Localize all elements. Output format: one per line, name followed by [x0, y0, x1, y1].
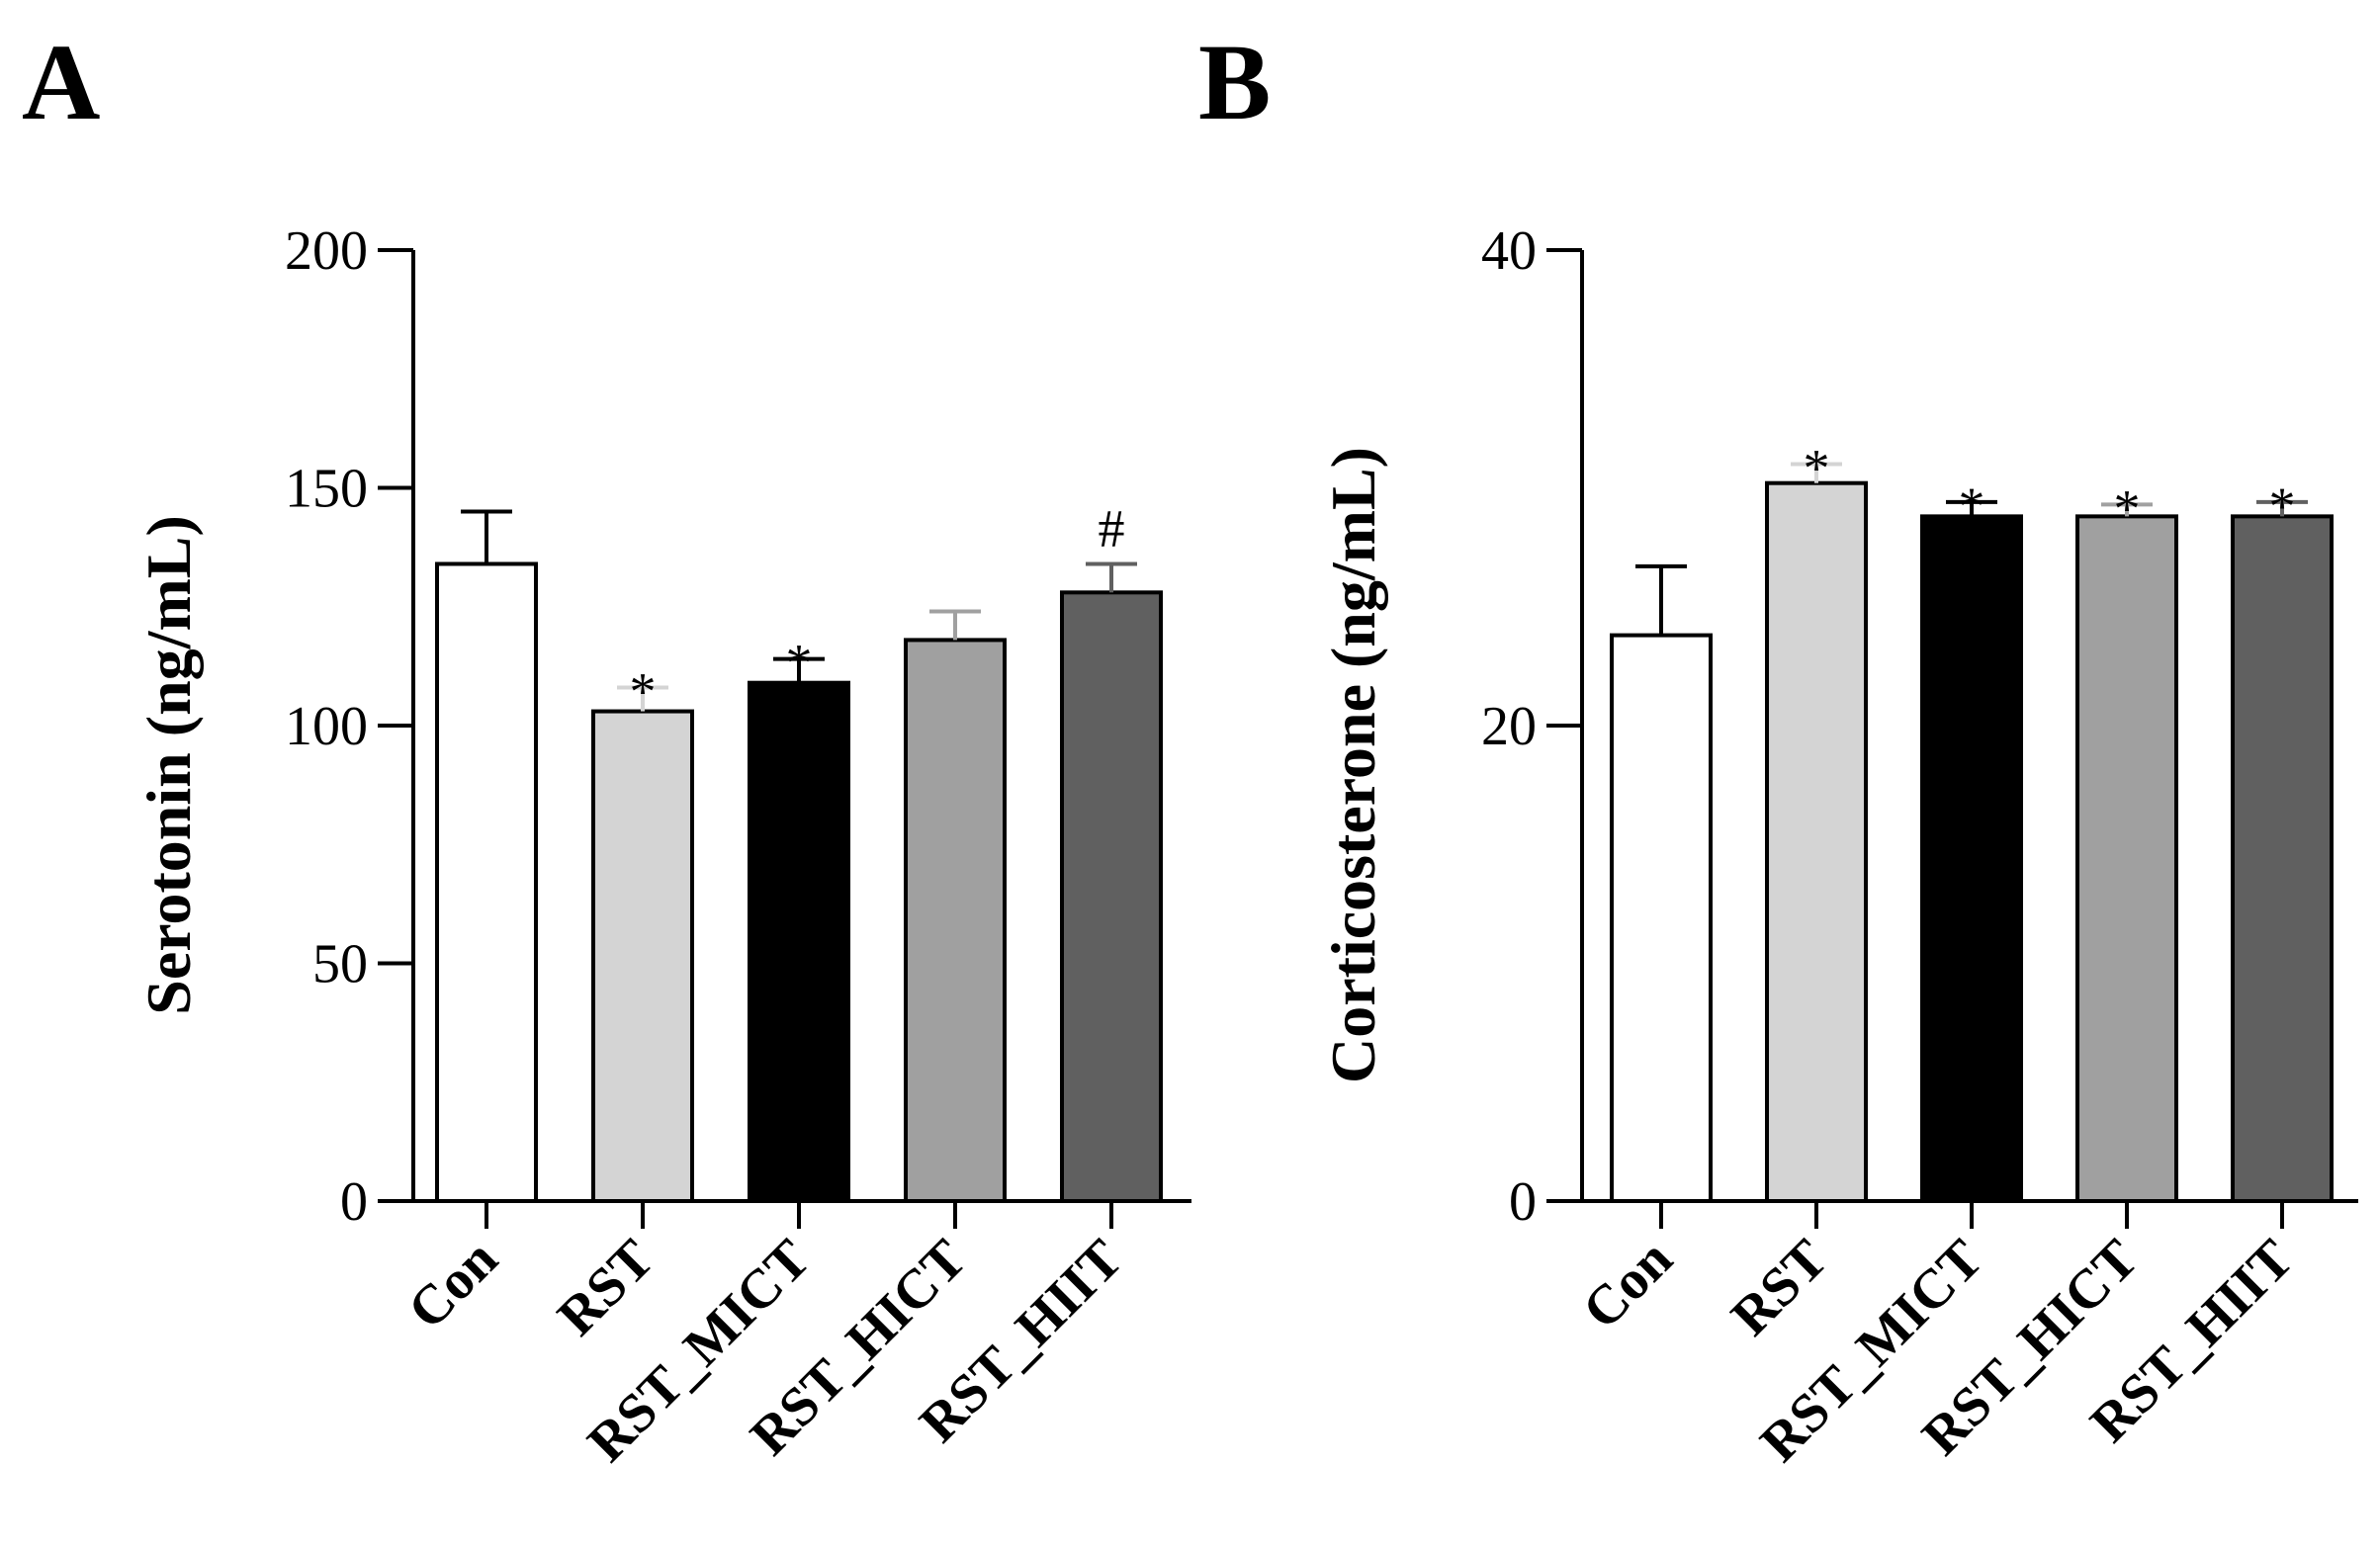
bar: [1765, 480, 1868, 1203]
y-tick-label: 40: [1481, 220, 1537, 282]
bar: [1920, 514, 2023, 1203]
panel-letter: B: [1198, 22, 1271, 142]
significance-marker: *: [2114, 478, 2141, 538]
bar: [591, 709, 694, 1203]
y-tick-label: 200: [285, 220, 368, 282]
x-tick-label: RST: [1719, 1228, 1839, 1347]
significance-marker: *: [1959, 476, 1985, 536]
y-tick-label: 0: [1509, 1171, 1537, 1233]
y-tick-label: 150: [285, 459, 368, 520]
bar: [1060, 590, 1163, 1203]
bar: [904, 638, 1007, 1203]
significance-marker: *: [2269, 476, 2296, 536]
bar: [435, 561, 538, 1203]
y-tick-label: 50: [312, 934, 368, 995]
bar: [2075, 514, 2178, 1203]
significance-marker: *: [630, 662, 657, 722]
x-tick-label: Con: [397, 1228, 509, 1340]
y-tick-label: 0: [340, 1171, 368, 1233]
panel-letter: A: [22, 22, 100, 142]
y-tick-label: 100: [285, 696, 368, 757]
significance-marker: *: [1804, 438, 1830, 497]
bar: [2231, 514, 2334, 1203]
significance-marker: *: [786, 634, 813, 693]
y-tick-label: 20: [1481, 696, 1537, 757]
x-tick-label: Con: [1571, 1228, 1684, 1340]
x-tick-label: RST: [546, 1228, 665, 1347]
significance-marker: #: [1099, 498, 1125, 558]
y-axis-title: Serotonin (ng/mL): [133, 515, 204, 1015]
bar: [748, 680, 850, 1203]
bar: [1610, 633, 1713, 1203]
y-axis-title: Corticosterone (ng/mL): [1318, 447, 1388, 1083]
